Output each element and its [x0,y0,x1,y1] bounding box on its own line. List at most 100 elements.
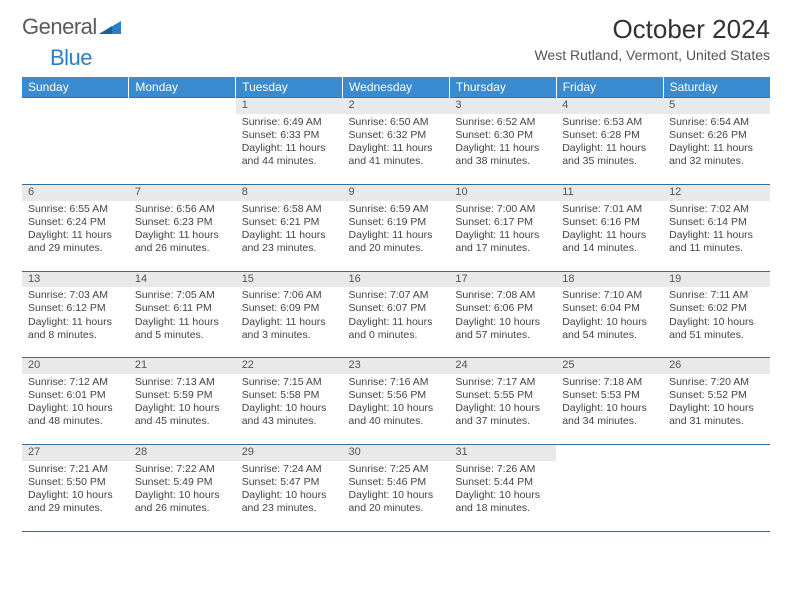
calendar-cell: 8Sunrise: 6:58 AMSunset: 6:21 PMDaylight… [236,184,343,271]
calendar-row: 27Sunrise: 7:21 AMSunset: 5:50 PMDayligh… [22,445,770,532]
sunrise-text: Sunrise: 7:02 AM [669,203,764,216]
sunset-text: Sunset: 6:14 PM [669,216,764,229]
calendar-cell: 19Sunrise: 7:11 AMSunset: 6:02 PMDayligh… [663,271,770,358]
day-number: 23 [343,358,450,374]
calendar-cell: . [129,98,236,185]
daylight-text: Daylight: 10 hours and 37 minutes. [455,402,550,428]
sunrise-text: Sunrise: 7:15 AM [242,376,337,389]
sunrise-text: Sunrise: 7:10 AM [562,289,657,302]
day-content: Sunrise: 6:53 AMSunset: 6:28 PMDaylight:… [556,114,663,184]
sunrise-text: Sunrise: 7:07 AM [349,289,444,302]
day-number: 18 [556,272,663,288]
sunrise-text: Sunrise: 7:20 AM [669,376,764,389]
sunset-text: Sunset: 6:28 PM [562,129,657,142]
day-content: Sunrise: 7:25 AMSunset: 5:46 PMDaylight:… [343,461,450,531]
sunrise-text: Sunrise: 6:55 AM [28,203,123,216]
sunrise-text: Sunrise: 7:22 AM [135,463,230,476]
calendar-row: 13Sunrise: 7:03 AMSunset: 6:12 PMDayligh… [22,271,770,358]
sunset-text: Sunset: 6:09 PM [242,302,337,315]
calendar-cell: 14Sunrise: 7:05 AMSunset: 6:11 PMDayligh… [129,271,236,358]
day-number: 21 [129,358,236,374]
sunset-text: Sunset: 6:19 PM [349,216,444,229]
sunset-text: Sunset: 6:17 PM [455,216,550,229]
daylight-text: Daylight: 11 hours and 23 minutes. [242,229,337,255]
sunset-text: Sunset: 5:56 PM [349,389,444,402]
sunset-text: Sunset: 5:53 PM [562,389,657,402]
day-content: Sunrise: 7:10 AMSunset: 6:04 PMDaylight:… [556,287,663,357]
sunset-text: Sunset: 6:24 PM [28,216,123,229]
sunset-text: Sunset: 6:16 PM [562,216,657,229]
day-content: Sunrise: 7:02 AMSunset: 6:14 PMDaylight:… [663,201,770,271]
day-header: Thursday [449,77,556,98]
sunrise-text: Sunrise: 7:25 AM [349,463,444,476]
day-number: 28 [129,445,236,461]
day-number: 22 [236,358,343,374]
sunrise-text: Sunrise: 7:17 AM [455,376,550,389]
day-content: Sunrise: 7:01 AMSunset: 6:16 PMDaylight:… [556,201,663,271]
day-content: Sunrise: 7:06 AMSunset: 6:09 PMDaylight:… [236,287,343,357]
sunrise-text: Sunrise: 7:18 AM [562,376,657,389]
sunset-text: Sunset: 5:58 PM [242,389,337,402]
sunrise-text: Sunrise: 6:59 AM [349,203,444,216]
title-block: October 2024 West Rutland, Vermont, Unit… [534,14,770,63]
day-content: Sunrise: 7:13 AMSunset: 5:59 PMDaylight:… [129,374,236,444]
day-content: Sunrise: 7:08 AMSunset: 6:06 PMDaylight:… [449,287,556,357]
calendar-cell: . [556,445,663,532]
day-header: Tuesday [236,77,343,98]
calendar-cell: . [663,445,770,532]
calendar-cell: 5Sunrise: 6:54 AMSunset: 6:26 PMDaylight… [663,98,770,185]
day-content: Sunrise: 7:11 AMSunset: 6:02 PMDaylight:… [663,287,770,357]
sunset-text: Sunset: 5:52 PM [669,389,764,402]
calendar-cell: 18Sunrise: 7:10 AMSunset: 6:04 PMDayligh… [556,271,663,358]
sunrise-text: Sunrise: 7:06 AM [242,289,337,302]
daylight-text: Daylight: 10 hours and 43 minutes. [242,402,337,428]
calendar-cell: 7Sunrise: 6:56 AMSunset: 6:23 PMDaylight… [129,184,236,271]
day-content: Sunrise: 7:18 AMSunset: 5:53 PMDaylight:… [556,374,663,444]
brand-part1: General [22,14,97,40]
daylight-text: Daylight: 10 hours and 34 minutes. [562,402,657,428]
daylight-text: Daylight: 10 hours and 29 minutes. [28,489,123,515]
sunset-text: Sunset: 6:33 PM [242,129,337,142]
day-number: 6 [22,185,129,201]
calendar-cell: 4Sunrise: 6:53 AMSunset: 6:28 PMDaylight… [556,98,663,185]
sunrise-text: Sunrise: 7:26 AM [455,463,550,476]
calendar-cell: 3Sunrise: 6:52 AMSunset: 6:30 PMDaylight… [449,98,556,185]
calendar-cell: 25Sunrise: 7:18 AMSunset: 5:53 PMDayligh… [556,358,663,445]
calendar-cell: 20Sunrise: 7:12 AMSunset: 6:01 PMDayligh… [22,358,129,445]
daylight-text: Daylight: 10 hours and 54 minutes. [562,316,657,342]
day-number: 7 [129,185,236,201]
daylight-text: Daylight: 11 hours and 29 minutes. [28,229,123,255]
page: General October 2024 West Rutland, Vermo… [0,0,792,532]
day-header: Saturday [663,77,770,98]
daylight-text: Daylight: 11 hours and 35 minutes. [562,142,657,168]
sunset-text: Sunset: 6:26 PM [669,129,764,142]
day-content: Sunrise: 6:52 AMSunset: 6:30 PMDaylight:… [449,114,556,184]
daylight-text: Daylight: 11 hours and 8 minutes. [28,316,123,342]
day-content: Sunrise: 6:54 AMSunset: 6:26 PMDaylight:… [663,114,770,184]
daylight-text: Daylight: 11 hours and 32 minutes. [669,142,764,168]
sunset-text: Sunset: 6:07 PM [349,302,444,315]
sunset-text: Sunset: 6:12 PM [28,302,123,315]
day-content: Sunrise: 7:00 AMSunset: 6:17 PMDaylight:… [449,201,556,271]
calendar-cell: 16Sunrise: 7:07 AMSunset: 6:07 PMDayligh… [343,271,450,358]
sunrise-text: Sunrise: 7:16 AM [349,376,444,389]
sunset-text: Sunset: 5:46 PM [349,476,444,489]
daylight-text: Daylight: 11 hours and 26 minutes. [135,229,230,255]
day-number: 17 [449,272,556,288]
sunset-text: Sunset: 6:02 PM [669,302,764,315]
day-content: Sunrise: 6:55 AMSunset: 6:24 PMDaylight:… [22,201,129,271]
daylight-text: Daylight: 11 hours and 0 minutes. [349,316,444,342]
day-number: 30 [343,445,450,461]
sunset-text: Sunset: 5:59 PM [135,389,230,402]
sunrise-text: Sunrise: 7:24 AM [242,463,337,476]
calendar-row: ..1Sunrise: 6:49 AMSunset: 6:33 PMDaylig… [22,98,770,185]
day-content: Sunrise: 7:15 AMSunset: 5:58 PMDaylight:… [236,374,343,444]
sunrise-text: Sunrise: 7:05 AM [135,289,230,302]
day-number: 27 [22,445,129,461]
sunrise-text: Sunrise: 6:50 AM [349,116,444,129]
calendar-cell: 9Sunrise: 6:59 AMSunset: 6:19 PMDaylight… [343,184,450,271]
calendar-cell: 10Sunrise: 7:00 AMSunset: 6:17 PMDayligh… [449,184,556,271]
sunset-text: Sunset: 6:32 PM [349,129,444,142]
day-content: Sunrise: 7:21 AMSunset: 5:50 PMDaylight:… [22,461,129,531]
calendar-table: Sunday Monday Tuesday Wednesday Thursday… [22,77,770,532]
